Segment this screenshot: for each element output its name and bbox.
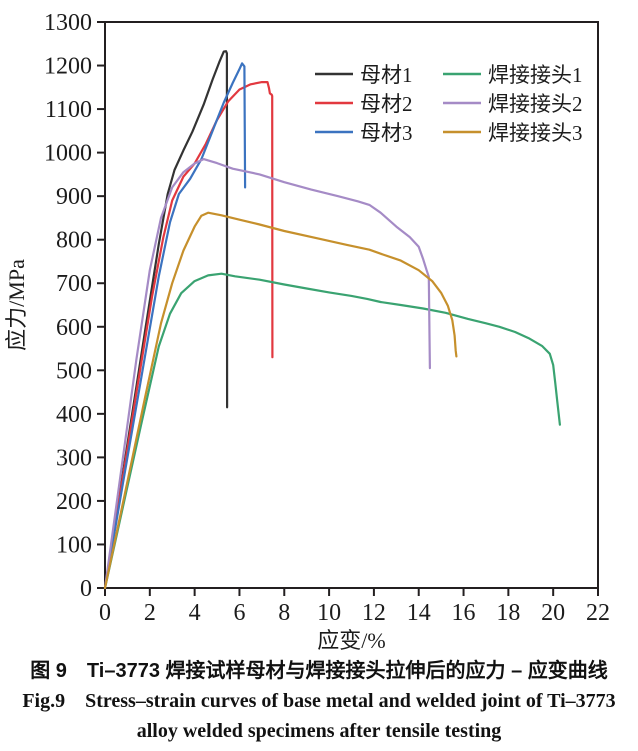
figure-caption: 图 9 Ti–3773 焊接试样母材与焊接接头拉伸后的应力 – 应变曲线 Fig…: [0, 656, 638, 746]
x-tick-label-6: 6: [233, 600, 245, 626]
chart-svg: 0100200300400500600700800900100011001200…: [4, 10, 610, 653]
x-tick-label-18: 18: [496, 600, 520, 626]
legend-label-3: 母材3: [360, 121, 413, 145]
y-tick-label-100: 100: [56, 532, 92, 558]
x-axis-title: 应变/%: [317, 628, 385, 653]
y-tick-label-300: 300: [56, 445, 92, 471]
series-line-5: [103, 158, 431, 590]
series-line-6: [103, 211, 458, 590]
y-tick-label-900: 900: [56, 184, 92, 210]
y-tick-label-500: 500: [56, 358, 92, 384]
x-tick-label-14: 14: [407, 600, 431, 626]
x-tick-label-10: 10: [317, 600, 341, 626]
x-tick-label-4: 4: [189, 600, 201, 626]
x-tick-label-8: 8: [278, 600, 290, 626]
legend-label-1: 母材1: [360, 63, 413, 87]
series-line-2: [103, 81, 274, 590]
x-tick-label-20: 20: [541, 600, 565, 626]
y-tick-label-700: 700: [56, 271, 92, 297]
x-tick-label-2: 2: [144, 600, 156, 626]
legend-label-2: 母材2: [360, 92, 413, 116]
y-tick-label-200: 200: [56, 489, 92, 515]
legend-label-4: 焊接接头1: [488, 63, 583, 87]
caption-chinese: 图 9 Ti–3773 焊接试样母材与焊接接头拉伸后的应力 – 应变曲线: [30, 660, 608, 682]
y-tick-label-0: 0: [80, 576, 92, 602]
x-tick-label-16: 16: [452, 600, 476, 626]
series-line-3: [103, 62, 247, 590]
legend-label-6: 焊接接头3: [488, 121, 583, 145]
stress-strain-chart: 0 100 200 300 400 500 600 700 800 900 1000 1100 1200…: [4, 10, 610, 653]
x-tick-label-0: 0: [99, 600, 111, 626]
caption-english-line2: alloy welded specimens after tensile tes…: [136, 720, 502, 742]
x-tick-label-22: 22: [586, 600, 610, 626]
y-tick-label-1300: 1300: [44, 10, 92, 36]
legend-label-5: 焊接接头2: [488, 92, 583, 116]
plot-frame: [104, 21, 599, 589]
y-axis-title: 应力/MPa: [4, 259, 29, 351]
y-tick-label-400: 400: [56, 402, 92, 428]
series-line-4: [103, 272, 561, 590]
series-line-1: [103, 50, 229, 590]
y-tick-label-1100: 1100: [45, 97, 92, 123]
y-tick-label-800: 800: [56, 228, 92, 254]
y-tick-label-1000: 1000: [44, 141, 92, 167]
caption-english-line1: Fig.9 Stress–strain curves of base metal…: [22, 690, 616, 712]
y-tick-label-1200: 1200: [44, 54, 92, 80]
y-tick-label-600: 600: [56, 315, 92, 341]
x-tick-label-12: 12: [362, 600, 386, 626]
